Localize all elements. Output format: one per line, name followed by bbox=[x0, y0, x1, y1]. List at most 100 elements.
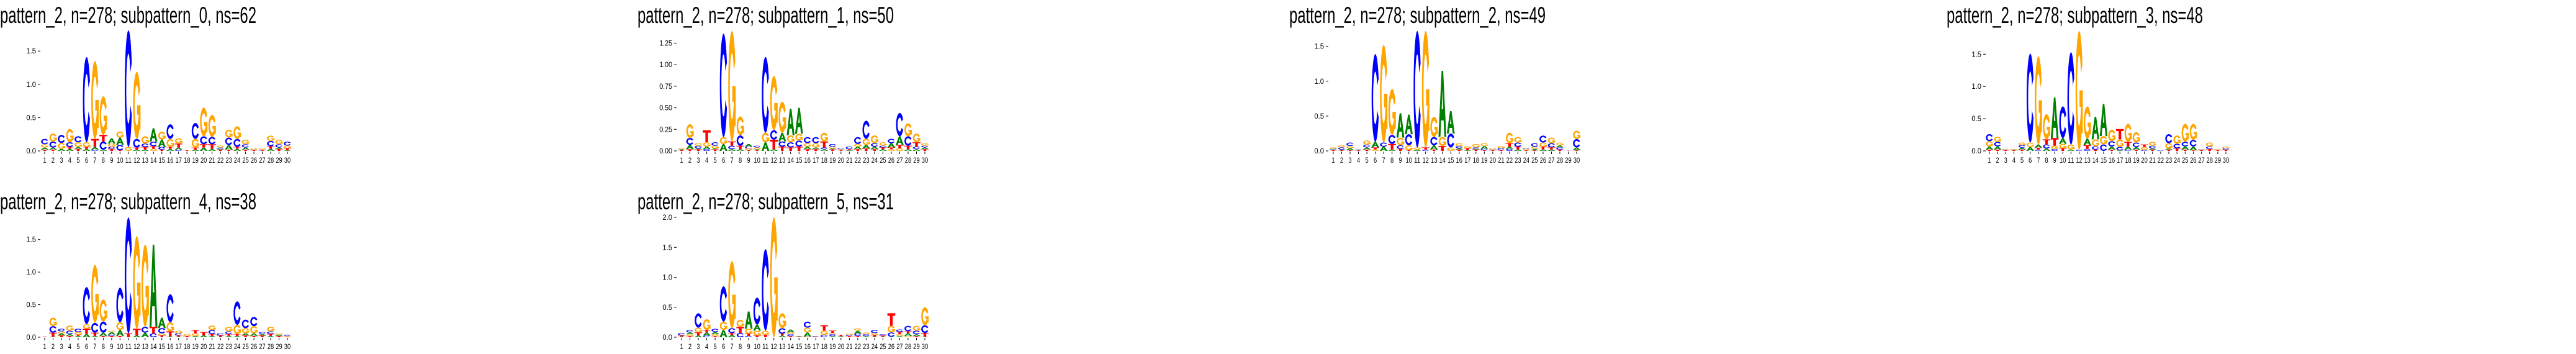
y-tick-label: 2.0 bbox=[662, 213, 672, 222]
letter-G bbox=[250, 148, 258, 150]
y-tick-label: 0.5 bbox=[1314, 112, 1324, 120]
logo-column bbox=[770, 217, 778, 337]
letter-T bbox=[149, 146, 158, 149]
logo-column bbox=[233, 126, 241, 151]
logo-column bbox=[1472, 143, 1480, 152]
letter-C bbox=[703, 335, 711, 338]
letter-T bbox=[778, 147, 786, 152]
letter-C bbox=[133, 138, 140, 148]
letter-T bbox=[258, 150, 266, 152]
letter-T bbox=[132, 147, 141, 150]
x-tick-label: 29 bbox=[913, 342, 920, 351]
letter-C bbox=[795, 140, 803, 147]
logo-column bbox=[904, 325, 912, 337]
x-tick-label: 20 bbox=[2141, 156, 2148, 165]
letter-T bbox=[191, 330, 200, 334]
letter-T bbox=[1985, 149, 1994, 151]
letter-G bbox=[83, 142, 91, 147]
letter-C bbox=[2181, 142, 2189, 147]
letter-G bbox=[275, 333, 283, 335]
letter-T bbox=[896, 332, 904, 335]
letter-G bbox=[208, 325, 216, 330]
letter-T bbox=[736, 327, 744, 334]
y-tick-label: 0.50 bbox=[659, 104, 672, 112]
letter-C bbox=[217, 333, 224, 335]
letter-T bbox=[141, 147, 150, 150]
letter-T bbox=[1556, 149, 1564, 152]
x-tick-label: 21 bbox=[846, 342, 853, 351]
letter-C bbox=[1514, 142, 1521, 147]
letter-T bbox=[66, 335, 74, 337]
letter-C bbox=[719, 34, 727, 137]
letter-T bbox=[703, 330, 711, 333]
letter-G bbox=[2092, 139, 2099, 147]
letter-T bbox=[233, 334, 241, 336]
x-tick-label: 14 bbox=[2092, 156, 2099, 165]
letter-A bbox=[141, 332, 150, 338]
x-tick-label: 8 bbox=[102, 156, 105, 165]
letter-C bbox=[1380, 142, 1387, 147]
letter-G bbox=[158, 333, 166, 335]
letter-T bbox=[166, 147, 174, 149]
letter-A bbox=[1446, 111, 1455, 134]
letter-G bbox=[91, 265, 99, 323]
letter-C bbox=[225, 331, 233, 334]
letter-T bbox=[828, 330, 837, 334]
x-tick-label: 19 bbox=[192, 156, 199, 165]
x-tick-label: 14 bbox=[1439, 156, 1446, 165]
y-tick-label: 0.0 bbox=[26, 333, 36, 342]
letter-T bbox=[266, 146, 275, 149]
logo-column bbox=[266, 327, 275, 337]
x-tick-label: 23 bbox=[225, 156, 232, 165]
logo-column bbox=[149, 128, 158, 151]
logo-column bbox=[912, 325, 921, 337]
letter-C bbox=[2157, 150, 2164, 151]
letter-G bbox=[904, 336, 912, 337]
letter-T bbox=[107, 148, 116, 151]
letter-G bbox=[786, 135, 795, 143]
letter-G bbox=[284, 145, 292, 148]
logo-column bbox=[57, 329, 66, 337]
logo-column bbox=[233, 301, 241, 337]
letter-C bbox=[2173, 143, 2181, 148]
letter-G bbox=[258, 148, 266, 150]
letter-G bbox=[2189, 124, 2197, 140]
letter-T bbox=[845, 149, 853, 150]
x-tick-label: 24 bbox=[871, 342, 878, 351]
logo-column bbox=[811, 137, 820, 151]
x-tick-label: 30 bbox=[1574, 156, 1580, 165]
letter-T bbox=[49, 149, 57, 152]
letter-C bbox=[695, 313, 702, 328]
letter-C bbox=[879, 334, 886, 336]
x-tick-label: 10 bbox=[117, 342, 124, 351]
logo-column bbox=[1539, 135, 1547, 152]
letter-T bbox=[904, 331, 912, 334]
letter-G bbox=[217, 145, 225, 148]
letter-T bbox=[2124, 142, 2132, 147]
letter-C bbox=[778, 141, 786, 147]
logo-column bbox=[727, 31, 736, 151]
x-tick-label: 7 bbox=[93, 342, 96, 351]
x-tick-label: 16 bbox=[167, 156, 174, 165]
x-tick-label: 18 bbox=[184, 156, 191, 165]
letter-C bbox=[2035, 149, 2042, 151]
x-tick-label: 23 bbox=[2166, 156, 2173, 165]
letter-C bbox=[49, 141, 56, 148]
logo-column bbox=[1446, 111, 1455, 151]
logo-column bbox=[820, 132, 829, 151]
x-tick-label: 28 bbox=[1557, 156, 1564, 165]
letter-T bbox=[216, 149, 225, 152]
letter-T bbox=[694, 149, 703, 151]
logo-column bbox=[225, 327, 233, 337]
y-tick-label: 0.0 bbox=[1971, 147, 1981, 155]
logo-column bbox=[116, 131, 124, 152]
x-tick-label: 17 bbox=[813, 342, 819, 351]
letter-G bbox=[2140, 147, 2148, 150]
letter-G bbox=[2116, 139, 2124, 147]
letter-T bbox=[870, 335, 879, 337]
x-tick-label: 14 bbox=[150, 156, 157, 165]
letter-G bbox=[2132, 132, 2140, 143]
x-tick-label: 13 bbox=[779, 156, 786, 165]
letter-C bbox=[1447, 133, 1454, 148]
letter-C bbox=[853, 137, 862, 144]
